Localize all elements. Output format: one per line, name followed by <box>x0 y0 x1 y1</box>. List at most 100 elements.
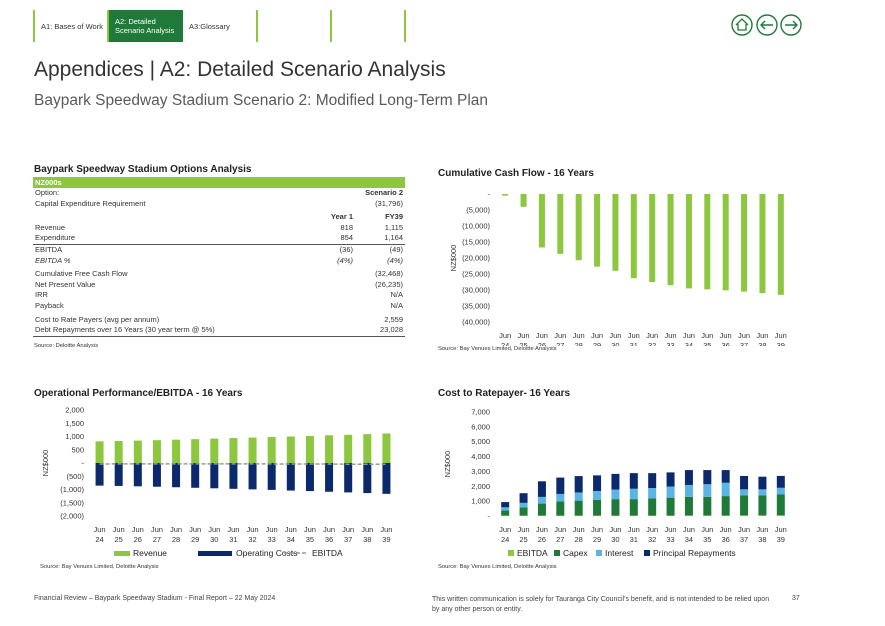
nav-tab-glossary[interactable]: A3:Glossary <box>183 10 255 42</box>
bar <box>741 194 748 292</box>
x-tick-label: Jun <box>380 525 392 534</box>
x-tick-label: Jun <box>94 525 106 534</box>
chart-source-cumulative: Source: Bay Venues Limited, Deloitte Ana… <box>438 346 557 352</box>
bar <box>630 194 637 279</box>
x-tick-label: 30 <box>611 341 619 346</box>
summary-value: (26,235) <box>375 279 403 289</box>
x-tick-label: 25 <box>115 535 123 544</box>
chart-title-cumulative: Cumulative Cash Flow - 16 Years <box>438 168 594 179</box>
y-axis-label: NZ$000 <box>443 451 452 478</box>
bar-segment-0 <box>758 515 767 516</box>
summary-label: IRR <box>35 290 48 300</box>
bar-operating-costs <box>95 463 104 486</box>
legend-label: Capex <box>563 548 588 558</box>
x-tick-label: Jun <box>323 525 335 534</box>
x-tick-label: Jun <box>738 525 750 534</box>
bar-segment-0 <box>648 515 657 516</box>
bar-operating-costs <box>210 463 219 489</box>
x-tick-label: 37 <box>740 341 748 346</box>
x-tick-label: 39 <box>777 535 785 544</box>
operational-performance-chart: 2,000 1,500 1,000 500 - (500) (1,000) (1,500) (2… <box>41 406 392 559</box>
x-tick-label: Jun <box>646 331 658 340</box>
bar-segment-1 <box>758 495 767 516</box>
summary-label: Payback <box>35 300 64 310</box>
bar <box>777 194 784 295</box>
y-tick-label: 6,000 <box>471 422 490 431</box>
x-tick-label: 38 <box>363 535 371 544</box>
nav-tab-label: A1: Bases of Work <box>41 21 103 31</box>
bar-operating-costs <box>114 463 123 486</box>
bar-segment-0 <box>593 515 602 516</box>
nav-divider <box>330 10 332 42</box>
bar-segment-3 <box>703 470 712 485</box>
x-tick-label: Jun <box>720 331 732 340</box>
x-tick-label: 27 <box>556 535 564 544</box>
chart-source-operational: Source: Bay Venues Limited, Deloitte Ana… <box>40 564 159 570</box>
bar-segment-1 <box>703 496 712 516</box>
bar-segment-0 <box>740 515 749 516</box>
arrow-right-icon[interactable] <box>780 14 802 36</box>
bar <box>575 194 582 261</box>
bar-revenue <box>305 435 314 463</box>
x-tick-label: 24 <box>501 341 509 346</box>
legend-label: EBITDA <box>517 548 548 558</box>
cumulative-cash-flow-chart: - (5,000) (10,000) (15,000) (20,000) (25,000)… <box>449 190 787 347</box>
x-tick-label: Jun <box>756 331 768 340</box>
bar-operating-costs <box>325 463 334 492</box>
summary-label: Net Present Value <box>35 279 96 289</box>
units-label: NZ000s <box>35 178 62 187</box>
legend-label: Revenue <box>133 548 167 558</box>
bar-segment-3 <box>740 475 749 490</box>
nav-icons <box>731 14 802 36</box>
col-header-year1: Year 1 <box>330 212 353 222</box>
bar-revenue <box>248 437 257 463</box>
bar-segment-3 <box>611 473 620 490</box>
bar-segment-2 <box>721 482 730 497</box>
x-tick-label: 39 <box>777 341 785 346</box>
bar-operating-costs <box>172 463 181 488</box>
x-tick-label: Jun <box>113 525 125 534</box>
x-tick-label: 37 <box>344 535 352 544</box>
bar-segment-1 <box>666 497 675 516</box>
options-table-source: Source: Deloitte Analysis <box>34 343 99 349</box>
home-icon[interactable] <box>731 14 753 36</box>
bar-segment-0 <box>574 515 583 516</box>
footer-disclaimer: This written communication is solely for… <box>432 596 770 613</box>
x-tick-label: Jun <box>665 331 677 340</box>
x-tick-label: 27 <box>153 535 161 544</box>
x-tick-label: 26 <box>134 535 142 544</box>
bar-segment-2 <box>776 487 785 495</box>
x-tick-label: Jun <box>227 525 239 534</box>
bar-segment-1 <box>721 496 730 516</box>
nav-tab-detailed-scenario-analysis[interactable]: A2: Detailed Scenario Analysis <box>109 10 183 42</box>
bar-revenue <box>344 434 353 463</box>
x-tick-label: Jun <box>536 525 548 534</box>
bar-segment-2 <box>537 496 546 504</box>
bar-segment-3 <box>574 476 583 493</box>
x-tick-label: 38 <box>758 535 766 544</box>
bar-revenue <box>229 438 238 463</box>
options-table-units-band: NZ000s <box>33 177 405 188</box>
y-tick-label: - <box>488 512 491 521</box>
table-row-label: Expenditure <box>35 233 76 243</box>
bar-segment-0 <box>684 515 693 516</box>
bar-revenue <box>325 435 334 463</box>
bar-segment-1 <box>629 499 638 516</box>
nav-tab-bases-of-work[interactable]: A1: Bases of Work <box>35 10 107 42</box>
x-tick-label: 29 <box>593 341 601 346</box>
bar-segment-3 <box>629 473 638 489</box>
x-tick-label: 29 <box>593 535 601 544</box>
bar-operating-costs <box>133 463 142 487</box>
legend-label: EBITDA <box>312 548 343 558</box>
bar-segment-2 <box>758 489 767 496</box>
y-tick-label: (10,000) <box>462 222 490 231</box>
bar-segment-0 <box>721 515 730 516</box>
bar-segment-0 <box>776 515 785 516</box>
bar <box>759 194 766 294</box>
y-tick-label: 4,000 <box>471 452 490 461</box>
summary-value: 2,559 <box>384 314 403 324</box>
x-tick-label: Jun <box>247 525 259 534</box>
x-tick-label: 39 <box>382 535 390 544</box>
x-tick-label: 33 <box>666 341 674 346</box>
arrow-left-icon[interactable] <box>756 14 778 36</box>
